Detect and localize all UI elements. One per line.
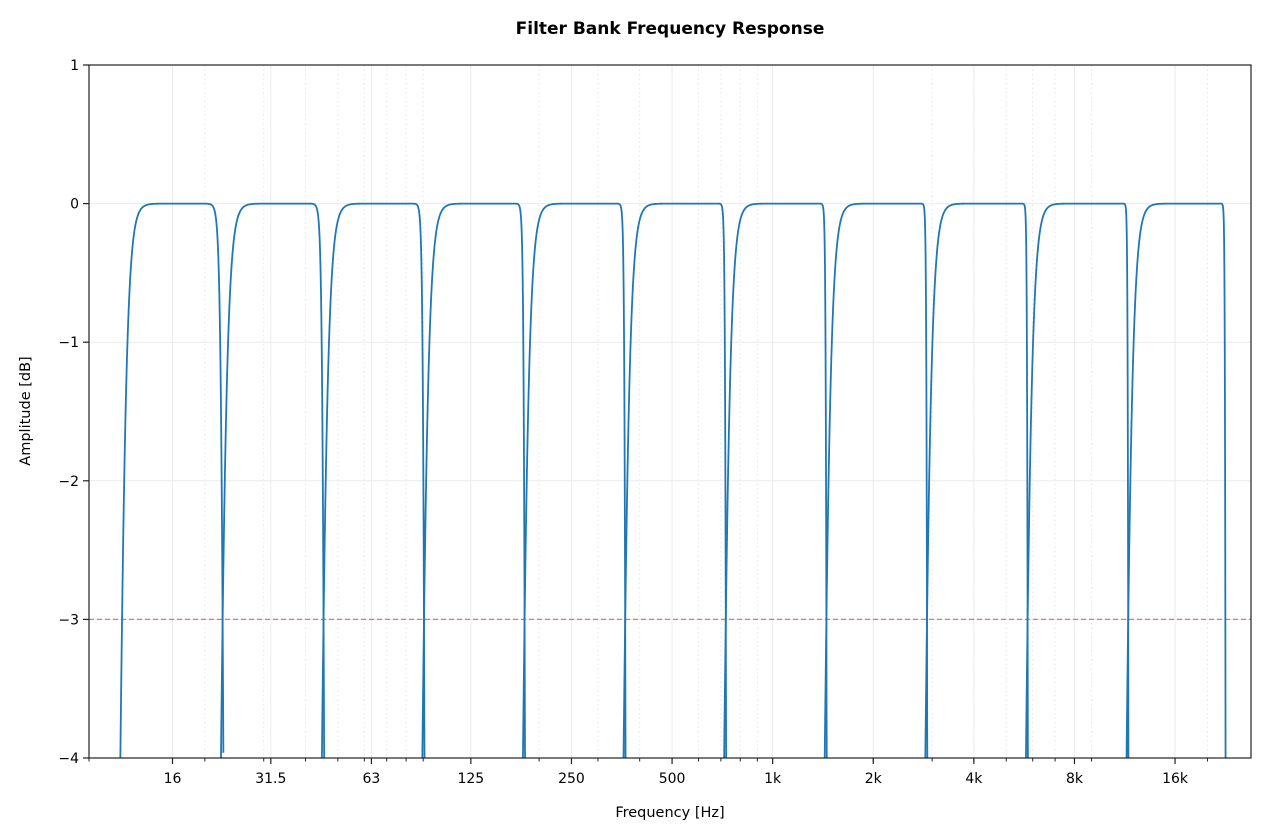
y-axis-label: Amplitude [dB] xyxy=(18,356,34,465)
band-response-curve-250 xyxy=(522,202,627,758)
grid xyxy=(89,65,1251,758)
band-response-curve-4000 xyxy=(924,202,1029,758)
y-tick-label: −4 xyxy=(58,751,79,767)
x-tick-label: 4k xyxy=(965,771,983,787)
x-tick-label: 31.5 xyxy=(255,771,286,787)
y-tick-label: −2 xyxy=(58,474,79,490)
plot-frame xyxy=(88,64,1252,759)
x-tick-label: 2k xyxy=(865,771,883,787)
x-tick-label: 1k xyxy=(764,771,782,787)
x-tick-label: 16 xyxy=(164,771,182,787)
band-response-curve-500 xyxy=(622,202,728,758)
band-curves xyxy=(119,202,1227,758)
x-tick-label: 16k xyxy=(1162,771,1189,787)
band-response-curve-63 xyxy=(320,202,426,758)
x-axis-ticks: 16 31.5 63 125 250 500 1k 2k 4k 8k 16k xyxy=(88,758,1208,787)
chart-title: Filter Bank Frequency Response xyxy=(516,19,825,39)
x-tick-label: 8k xyxy=(1066,771,1084,787)
x-tick-label: 125 xyxy=(457,771,484,787)
band-response-curve-16 xyxy=(119,202,225,758)
x-tick-label: 250 xyxy=(558,771,585,787)
y-tick-label: −1 xyxy=(58,335,79,351)
y-tick-label: 1 xyxy=(70,58,79,74)
band-response-curve-8000 xyxy=(1025,202,1130,758)
band-response-curve-125 xyxy=(421,202,526,758)
y-axis-ticks: 1 0 −1 −2 −3 −4 xyxy=(58,58,89,767)
x-tick-label: 63 xyxy=(363,771,381,787)
band-response-curve-2000 xyxy=(823,202,929,758)
y-tick-label: 0 xyxy=(70,197,79,213)
band-response-curve-1000 xyxy=(723,202,828,758)
band-response-curve-31.5 xyxy=(220,202,326,758)
x-tick-label: 500 xyxy=(659,771,686,787)
x-axis-label: Frequency [Hz] xyxy=(615,805,724,821)
band-response-curve-16000 xyxy=(1125,202,1227,758)
y-tick-label: −3 xyxy=(58,612,79,628)
